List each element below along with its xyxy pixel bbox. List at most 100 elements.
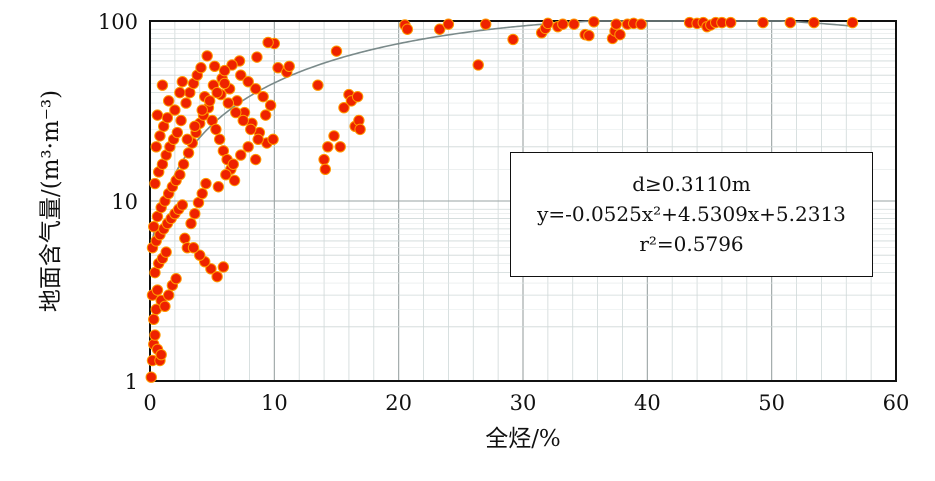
data-point (155, 349, 167, 361)
data-point (242, 76, 254, 88)
data-point (568, 18, 580, 30)
y-tick-label: 100 (98, 10, 138, 34)
data-point (148, 220, 160, 233)
data-point (162, 95, 175, 107)
data-point (213, 133, 226, 146)
x-tick-label: 40 (634, 391, 661, 415)
data-point (222, 97, 235, 109)
data-point (218, 64, 231, 77)
data-point (149, 177, 161, 190)
data-point (283, 60, 295, 73)
data-point (176, 199, 189, 211)
data-point (218, 77, 231, 90)
condition-label: d≥0.3110m (632, 172, 751, 196)
data-point (162, 289, 175, 301)
y-tick-label: 10 (111, 190, 138, 214)
data-point (189, 120, 201, 133)
data-point (176, 76, 189, 88)
data-point (808, 16, 820, 29)
data-point (227, 158, 240, 170)
data-point (588, 16, 600, 28)
data-point (259, 109, 272, 121)
equation-label: y=-0.0525x²+4.5309x+5.2313 (537, 202, 846, 226)
data-point (195, 62, 207, 74)
data-point (354, 123, 366, 136)
data-point (211, 86, 223, 99)
data-point (237, 114, 249, 127)
data-point (196, 104, 208, 116)
data-point (174, 169, 186, 181)
data-point (242, 141, 254, 153)
data-point (189, 208, 201, 220)
data-points (145, 16, 859, 383)
data-point (170, 273, 182, 285)
data-point (210, 123, 222, 136)
data-point (252, 133, 264, 146)
data-point (160, 246, 172, 258)
data-point (338, 101, 350, 114)
data-point (171, 126, 184, 139)
data-point (614, 28, 626, 41)
data-point (205, 263, 217, 275)
data-point (201, 50, 213, 62)
data-point (151, 284, 164, 296)
data-point (846, 16, 859, 29)
y-tick-label: 1 (125, 370, 138, 394)
x-axis-title: 全烃/% (485, 426, 561, 452)
r2-label: r²=0.5796 (639, 232, 744, 256)
data-point (200, 177, 212, 190)
data-point (312, 79, 324, 91)
data-point (196, 187, 208, 200)
data-point (434, 23, 446, 35)
data-point (175, 114, 187, 127)
data-point (542, 17, 554, 30)
data-point (251, 51, 263, 63)
data-point (249, 83, 262, 95)
data-point (784, 16, 797, 29)
data-point (235, 149, 247, 161)
data-point (154, 130, 166, 142)
y-axis-title: 地面含气量/(m³·m⁻³) (38, 90, 64, 312)
data-point (267, 133, 279, 146)
data-point (480, 18, 492, 30)
data-point (245, 123, 257, 136)
data-point (150, 141, 162, 153)
data-point (203, 95, 216, 107)
data-point (322, 141, 334, 153)
data-point (328, 130, 340, 142)
x-tick-label: 30 (510, 391, 537, 415)
plot-frame (149, 20, 897, 382)
data-point (151, 109, 164, 121)
data-point (262, 36, 274, 49)
data-point (217, 261, 230, 273)
data-point (182, 147, 195, 159)
y-tick-labels: 1 10 100 (98, 10, 138, 394)
data-point (174, 86, 186, 99)
data-point (583, 29, 595, 42)
data-point (249, 153, 262, 166)
x-tick-label: 60 (883, 391, 910, 415)
x-tick-label: 50 (758, 391, 785, 415)
data-point (169, 104, 181, 116)
data-point (472, 59, 484, 71)
data-point (148, 313, 160, 326)
x-tick-labels: 0 10 20 30 40 50 60 (143, 391, 909, 415)
data-point (220, 169, 232, 181)
data-point (177, 158, 190, 170)
data-point (318, 153, 330, 166)
data-point (351, 90, 364, 103)
data-point (330, 45, 343, 57)
data-point (507, 33, 519, 46)
data-point (145, 371, 157, 383)
data-point (257, 90, 269, 103)
data-point (179, 232, 191, 245)
data-point (610, 18, 622, 30)
data-point (181, 133, 194, 146)
data-point (635, 18, 647, 30)
data-point (235, 69, 247, 81)
x-tick-label: 10 (261, 391, 288, 415)
data-point (159, 300, 171, 312)
data-point (212, 181, 225, 193)
data-point (557, 18, 569, 30)
